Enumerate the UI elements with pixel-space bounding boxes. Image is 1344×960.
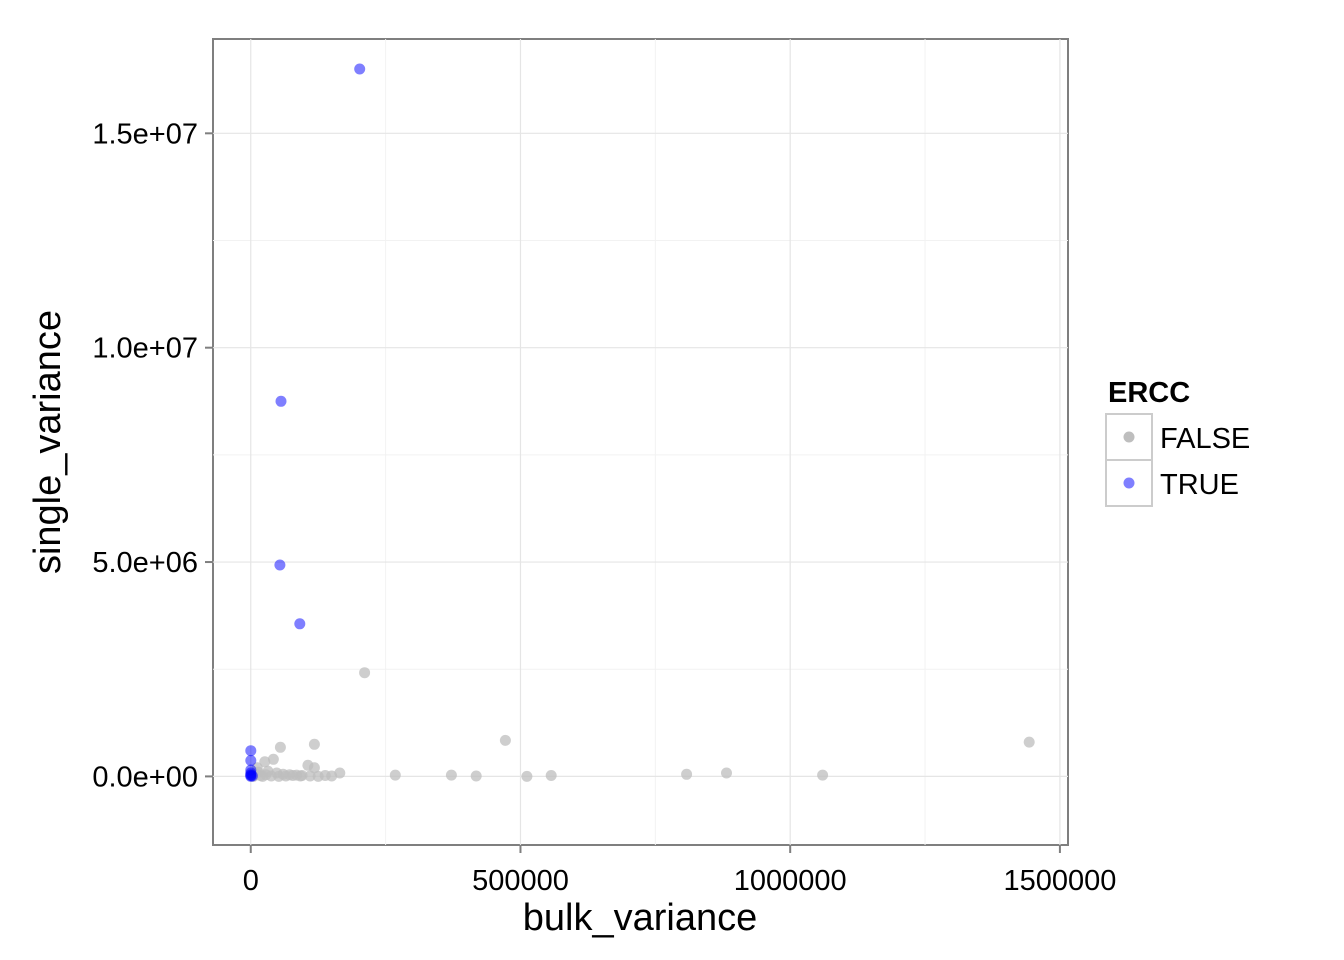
legend: ERCC FALSE TRUE — [1105, 377, 1250, 507]
point-false-25 — [304, 770, 316, 782]
point-false-8 — [389, 769, 401, 781]
x-tick-label-0: 0 — [243, 865, 259, 897]
y-tick-label-1: 5.0e+06 — [92, 547, 198, 579]
legend-label-false: FALSE — [1160, 423, 1250, 455]
point-true-5 — [245, 755, 257, 766]
point-true-1 — [275, 395, 287, 407]
point-true-4 — [245, 745, 257, 757]
point-false-12 — [545, 770, 557, 781]
point-false-39 — [257, 770, 269, 782]
point-false-5 — [721, 767, 732, 779]
data-points — [245, 63, 1035, 782]
y-tick-label-0: 0.0e+00 — [92, 761, 198, 793]
legend-label-true: TRUE — [1160, 469, 1239, 501]
point-false-7 — [817, 769, 829, 781]
point-false-1 — [499, 734, 511, 746]
point-false-36 — [294, 770, 306, 782]
major-gridlines — [213, 39, 1068, 845]
minor-gridlines — [213, 39, 1068, 845]
x-axis-title: bulk_variance — [523, 897, 757, 939]
point-false-17 — [259, 756, 271, 768]
point-false-11 — [521, 770, 533, 782]
legend-title: ERCC — [1108, 377, 1190, 409]
point-true-2 — [274, 559, 286, 571]
x-tick-label-1: 500000 — [472, 865, 569, 897]
x-tick-label-3: 1500000 — [1003, 865, 1116, 897]
point-false-28 — [326, 770, 338, 782]
point-false-9 — [445, 769, 457, 781]
point-false-15 — [308, 762, 320, 774]
plot-panel — [212, 38, 1069, 846]
point-false-0 — [359, 667, 371, 679]
point-false-16 — [267, 753, 279, 765]
y-axis: 0.0e+00 5.0e+06 1.0e+07 1.5e+07 — [92, 118, 213, 793]
point-false-2 — [1023, 736, 1035, 748]
x-axis: 0 500000 1000000 1500000 — [243, 845, 1116, 897]
point-false-3 — [274, 741, 286, 753]
legend-key-true-point — [1123, 477, 1135, 489]
point-true-11 — [246, 770, 258, 782]
point-true-0 — [354, 63, 366, 75]
x-tick-label-2: 1000000 — [734, 865, 847, 897]
point-false-6 — [681, 768, 693, 780]
point-false-10 — [470, 770, 482, 782]
point-false-4 — [308, 738, 320, 750]
y-tick-label-3: 1.5e+07 — [92, 118, 198, 150]
y-axis-title: single_variance — [27, 310, 69, 574]
legend-key-false-point — [1123, 431, 1135, 443]
point-true-3 — [294, 618, 306, 630]
y-tick-label-2: 1.0e+07 — [92, 333, 198, 365]
